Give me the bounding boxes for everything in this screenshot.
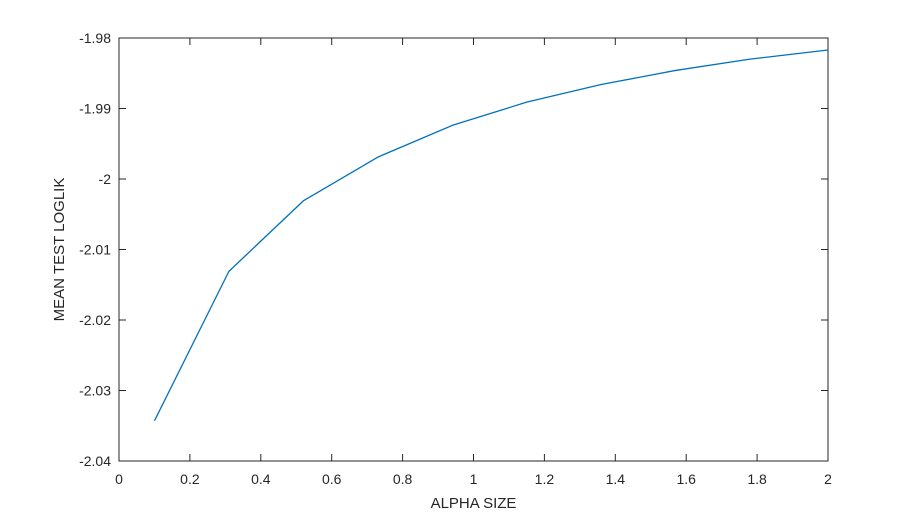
x-axis-label: ALPHA SIZE bbox=[431, 495, 517, 512]
data-point bbox=[601, 84, 602, 85]
x-tick-label: 0.4 bbox=[251, 471, 271, 487]
data-point bbox=[303, 200, 304, 201]
x-tick-label: 0.6 bbox=[322, 471, 342, 487]
x-tick-label: 1.4 bbox=[606, 471, 626, 487]
x-axis-ticks: 0 0.2 0.4 0.6 0.8 1 1.2 1.4 1.6 1.8 2 bbox=[115, 38, 832, 487]
x-tick-label: 1.8 bbox=[747, 471, 767, 487]
data-point bbox=[154, 420, 155, 421]
x-tick-label: 1.2 bbox=[535, 471, 555, 487]
x-tick-label: 0.8 bbox=[393, 471, 413, 487]
y-tick-label: -2 bbox=[99, 171, 112, 187]
series-line bbox=[153, 49, 829, 422]
y-tick-label: -2.03 bbox=[79, 383, 111, 399]
y-tick-label: -2.02 bbox=[79, 312, 111, 328]
y-tick-label: -1.98 bbox=[79, 30, 111, 46]
y-axis-ticks: -1.98 -1.99 -2 -2.01 -2.02 -2.03 -2.04 bbox=[79, 30, 828, 469]
y-axis-label: MEAN TEST LOGLIK bbox=[51, 178, 68, 322]
data-point bbox=[377, 157, 378, 158]
data-point bbox=[452, 125, 453, 126]
x-tick-label: 0 bbox=[115, 471, 123, 487]
series-layer bbox=[153, 49, 829, 422]
y-tick-label: -2.04 bbox=[79, 453, 111, 469]
data-point bbox=[526, 102, 527, 103]
x-tick-label: 0.2 bbox=[180, 471, 200, 487]
data-point bbox=[749, 59, 750, 60]
x-tick-label: 1 bbox=[470, 471, 478, 487]
x-tick-label: 1.6 bbox=[676, 471, 696, 487]
data-point bbox=[827, 49, 828, 50]
y-tick-label: -2.01 bbox=[79, 242, 111, 258]
data-point bbox=[228, 271, 229, 272]
plot-area bbox=[118, 37, 829, 462]
y-tick-label: -1.99 bbox=[79, 101, 111, 117]
data-point bbox=[675, 70, 676, 71]
x-tick-label: 2 bbox=[824, 471, 832, 487]
